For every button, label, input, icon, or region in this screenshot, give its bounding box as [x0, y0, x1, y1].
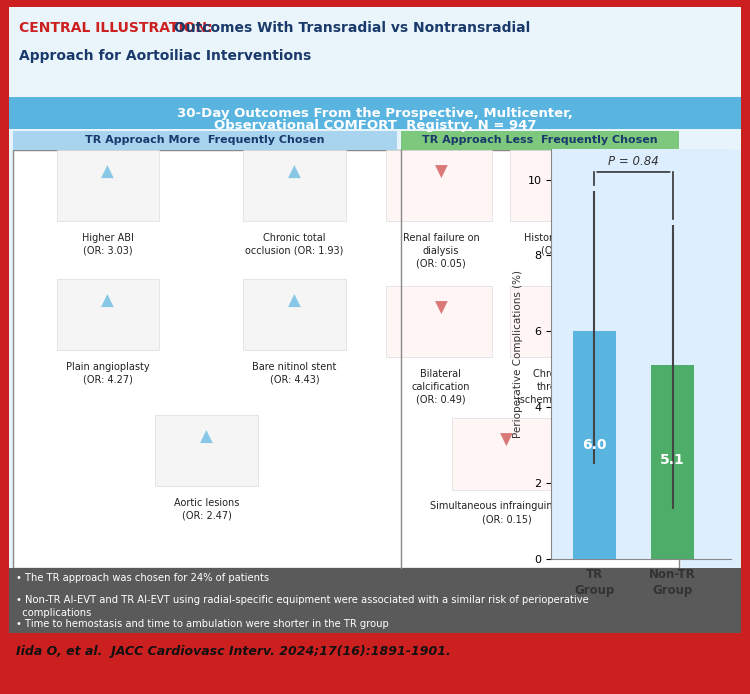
Text: • The TR approach was chosen for 24% of patients: • The TR approach was chosen for 24% of … [16, 573, 269, 583]
Text: Higher ABI
(OR: 3.03): Higher ABI (OR: 3.03) [82, 232, 134, 255]
Text: Approach for Aortoiliac Interventions: Approach for Aortoiliac Interventions [19, 49, 310, 63]
Text: Observational COMFORT  Registry, N = 947: Observational COMFORT Registry, N = 947 [214, 119, 536, 133]
Text: Aortic lesions
(OR: 2.47): Aortic lesions (OR: 2.47) [174, 498, 239, 520]
Text: TR Approach Less  Frequently Chosen: TR Approach Less Frequently Chosen [422, 135, 658, 145]
Text: ▲: ▲ [200, 428, 213, 446]
Bar [155, 415, 258, 486]
Bar [511, 150, 616, 221]
Text: TR Approach More  Frequently Chosen: TR Approach More Frequently Chosen [85, 135, 324, 145]
Bar [56, 279, 159, 350]
Text: Simultaneous infrainguinal EVT
(OR: 0.15): Simultaneous infrainguinal EVT (OR: 0.15… [430, 501, 584, 524]
Bar [9, 568, 741, 633]
Text: History of AI-EVT
(OR: 0.48): History of AI-EVT (OR: 0.48) [524, 232, 606, 255]
Text: Plain angioplasty
(OR: 4.27): Plain angioplasty (OR: 4.27) [66, 362, 150, 384]
Text: Renal failure on
dialysis
(OR: 0.05): Renal failure on dialysis (OR: 0.05) [403, 232, 479, 269]
Bar [511, 286, 616, 357]
Bar [573, 331, 616, 559]
Text: ▼: ▼ [434, 298, 447, 316]
Text: ▲: ▲ [101, 162, 114, 180]
Text: P = 0.84: P = 0.84 [608, 155, 658, 168]
Bar [13, 150, 679, 568]
Text: Chronic limb-
threatening
ischemia (OR: 0.30): Chronic limb- threatening ischemia (OR: … [517, 369, 614, 405]
Bar [13, 130, 397, 150]
Bar [651, 365, 694, 559]
Bar [243, 150, 346, 221]
Text: ▲: ▲ [288, 291, 301, 310]
Text: • Non-TR AI-EVT and TR AI-EVT using radial-specific equipment were associated wi: • Non-TR AI-EVT and TR AI-EVT using radi… [16, 595, 589, 618]
Bar [9, 96, 741, 129]
Text: CENTRAL ILLUSTRATION:: CENTRAL ILLUSTRATION: [19, 21, 212, 35]
Text: ▲: ▲ [288, 162, 301, 180]
Text: Chronic total
occlusion (OR: 1.93): Chronic total occlusion (OR: 1.93) [245, 232, 344, 255]
Text: ▼: ▼ [434, 162, 447, 180]
Text: ▲: ▲ [101, 291, 114, 310]
Bar [56, 150, 159, 221]
Text: ▼: ▼ [559, 162, 572, 180]
Text: 30-Day Outcomes From the Prospective, Multicenter,: 30-Day Outcomes From the Prospective, Mu… [177, 107, 573, 119]
Text: ▼: ▼ [559, 298, 572, 316]
Bar [400, 130, 679, 150]
Text: 5.1: 5.1 [660, 453, 685, 467]
Text: Bilateral
calcification
(OR: 0.49): Bilateral calcification (OR: 0.49) [412, 369, 470, 405]
Bar [386, 286, 492, 357]
Text: Iida O, et al.  JACC Cardiovasc Interv. 2024;17(16):1891-1901.: Iida O, et al. JACC Cardiovasc Interv. 2… [16, 645, 451, 658]
Text: ▼: ▼ [500, 431, 513, 449]
Bar [682, 150, 741, 568]
Bar [243, 279, 346, 350]
Bar [9, 129, 741, 568]
Y-axis label: Perioperative Complications (%): Perioperative Complications (%) [513, 270, 523, 438]
Text: Bare nitinol stent
(OR: 4.43): Bare nitinol stent (OR: 4.43) [252, 362, 337, 384]
Text: Outcomes With Transradial vs Nontransradial: Outcomes With Transradial vs Nontransrad… [169, 21, 530, 35]
Text: • Time to hemostasis and time to ambulation were shorter in the TR group: • Time to hemostasis and time to ambulat… [16, 619, 389, 629]
Bar [452, 418, 558, 490]
Bar [9, 7, 741, 96]
Text: 6.0: 6.0 [582, 438, 607, 452]
Bar [386, 150, 492, 221]
